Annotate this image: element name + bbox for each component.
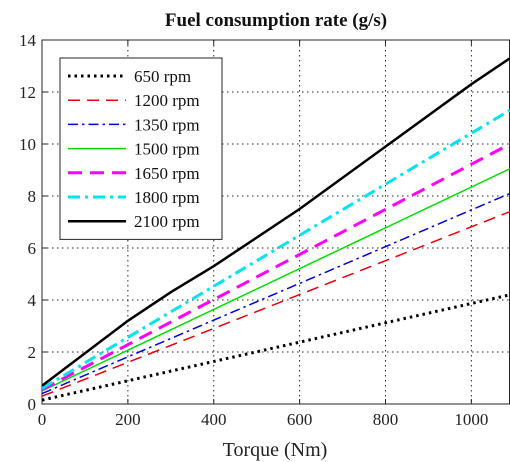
y-tick-label: 6 [28, 239, 37, 258]
x-tick-label: 0 [38, 410, 47, 429]
series-line-1500-rpm [42, 168, 510, 392]
legend-label: 1800 rpm [134, 188, 200, 207]
x-tick-label: 400 [201, 410, 227, 429]
y-tick-label: 8 [28, 187, 37, 206]
legend-label: 1350 rpm [134, 115, 200, 134]
x-axis-title: Torque (Nm) [223, 439, 328, 461]
legend-label: 1500 rpm [134, 140, 200, 159]
legend-label: 1650 rpm [134, 164, 200, 183]
series-line-1350-rpm [42, 192, 510, 395]
y-tick-label: 14 [19, 31, 37, 50]
x-tick-label: 200 [115, 410, 141, 429]
legend-label: 650 rpm [134, 67, 191, 86]
y-tick-label: 2 [28, 343, 37, 362]
series-line-2100-rpm [42, 57, 510, 387]
y-tick-label: 0 [28, 395, 37, 414]
y-tick-label: 10 [19, 135, 36, 154]
y-tick-label: 12 [19, 83, 36, 102]
x-tick-label: 1000 [454, 410, 488, 429]
legend-box [59, 57, 223, 240]
series-line-1650-rpm [42, 142, 510, 392]
legend-label: 1200 rpm [134, 91, 200, 110]
chart-title: Fuel consumption rate (g/s) [165, 10, 387, 31]
x-tick-label: 600 [287, 410, 313, 429]
series-line-1200-rpm [42, 210, 510, 397]
legend-label: 2100 rpm [134, 212, 200, 231]
plot-area: 0 200 400 600 800 1000 0 2 4 6 8 10 12 14 650 rpm 1200 … [19, 31, 510, 429]
series-line-650-rpm [42, 293, 510, 402]
series-line-1800-rpm [42, 108, 510, 390]
y-tick-label: 4 [28, 291, 37, 310]
x-tick-label: 800 [373, 410, 399, 429]
